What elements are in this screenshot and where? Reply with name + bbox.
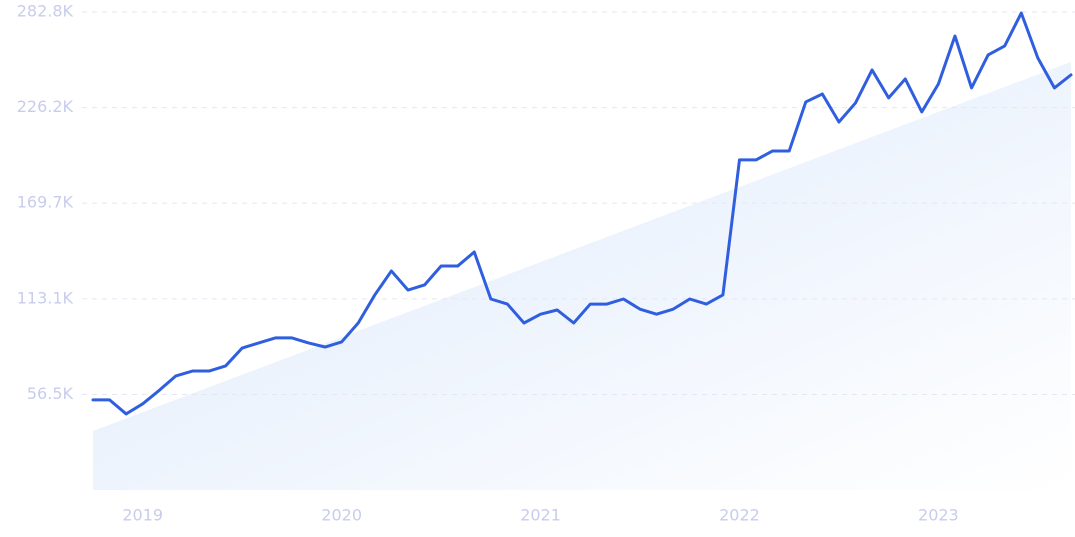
y-tick-label: 169.7K <box>17 193 74 212</box>
y-tick-label: 56.5K <box>27 384 74 403</box>
x-tick-label: 2019 <box>122 506 163 525</box>
y-tick-label: 113.1K <box>17 288 74 307</box>
x-tick-label: 2021 <box>520 506 561 525</box>
x-tick-label: 2023 <box>918 506 959 525</box>
y-tick-label: 282.8K <box>17 2 74 21</box>
x-tick-label: 2020 <box>321 506 362 525</box>
line <box>91 11 1073 416</box>
trend-area <box>93 61 1071 491</box>
y-tick-label: 226.2K <box>17 97 74 116</box>
x-tick-label: 2022 <box>719 506 760 525</box>
